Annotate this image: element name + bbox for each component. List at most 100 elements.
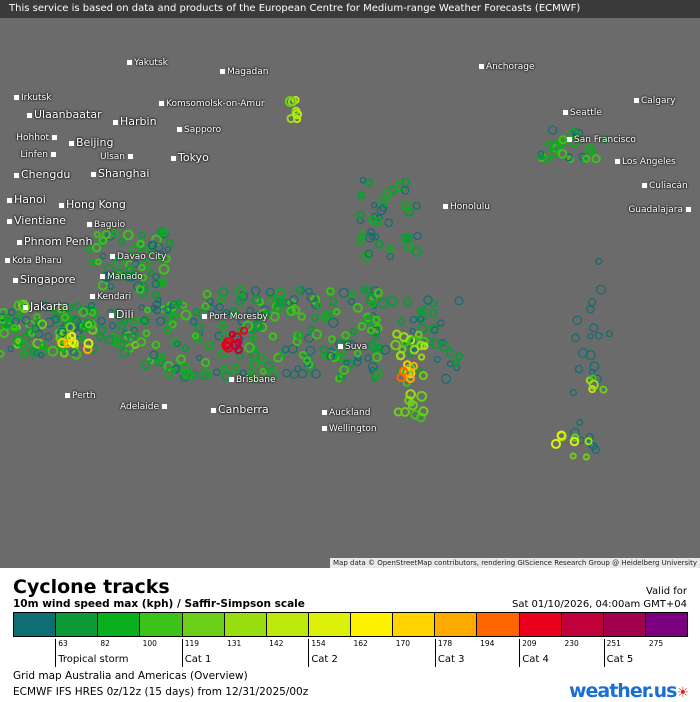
track-point bbox=[152, 305, 162, 315]
track-point bbox=[572, 315, 583, 326]
track-point bbox=[297, 369, 308, 379]
category-label: Cat 4 bbox=[519, 639, 549, 667]
track-point bbox=[91, 242, 102, 253]
map-attribution[interactable]: Map data © OpenStreetMap contributors, r… bbox=[330, 558, 700, 568]
track-point bbox=[88, 301, 96, 309]
city-marker-icon bbox=[113, 119, 118, 125]
track-point bbox=[354, 354, 362, 362]
track-point bbox=[367, 215, 378, 225]
track-point bbox=[150, 304, 158, 312]
track-point bbox=[251, 294, 262, 305]
track-point bbox=[59, 344, 67, 352]
category-label: Cat 1 bbox=[181, 639, 211, 667]
track-point bbox=[3, 313, 13, 323]
track-point bbox=[400, 186, 410, 195]
city-marker-icon bbox=[27, 112, 32, 118]
track-point bbox=[122, 229, 134, 241]
track-point bbox=[155, 250, 165, 260]
track-point bbox=[410, 409, 420, 420]
city-marker-icon bbox=[128, 154, 133, 159]
track-point bbox=[367, 228, 376, 237]
track-point bbox=[605, 330, 613, 338]
track-point bbox=[405, 374, 415, 384]
track-point bbox=[71, 314, 80, 323]
track-point bbox=[392, 329, 402, 339]
track-point bbox=[352, 302, 363, 313]
track-point bbox=[168, 320, 177, 329]
track-point bbox=[205, 341, 215, 351]
track-point bbox=[333, 308, 341, 316]
track-point bbox=[191, 332, 200, 340]
track-point bbox=[101, 229, 111, 240]
city-marker-icon bbox=[567, 137, 572, 142]
track-point bbox=[200, 368, 212, 380]
track-point bbox=[267, 368, 279, 380]
track-point bbox=[202, 289, 212, 299]
track-point bbox=[418, 406, 429, 417]
track-point bbox=[588, 298, 597, 307]
track-point bbox=[222, 341, 234, 353]
track-point bbox=[10, 324, 19, 332]
track-point bbox=[364, 354, 372, 362]
legend-title: Cyclone tracks bbox=[13, 576, 170, 598]
track-point bbox=[282, 368, 291, 378]
track-point bbox=[357, 321, 367, 331]
track-point bbox=[68, 331, 77, 340]
city-label: Culiacán bbox=[642, 181, 688, 191]
track-point bbox=[201, 372, 210, 381]
track-point bbox=[85, 321, 93, 329]
city-label: Anchorage bbox=[479, 62, 535, 72]
track-point bbox=[235, 285, 246, 297]
track-point bbox=[372, 352, 382, 363]
city-marker-icon bbox=[69, 140, 74, 146]
city-label: Singapore bbox=[13, 274, 76, 286]
track-point bbox=[591, 445, 600, 455]
track-point bbox=[304, 333, 314, 343]
city-label: Perth bbox=[65, 391, 96, 401]
city-label: Auckland bbox=[322, 408, 370, 418]
track-point bbox=[416, 340, 426, 351]
track-point bbox=[73, 301, 82, 311]
track-point bbox=[409, 344, 420, 355]
track-point bbox=[569, 388, 577, 397]
track-point bbox=[97, 280, 109, 291]
scale-swatch bbox=[519, 613, 562, 636]
scale-swatch bbox=[266, 613, 309, 636]
city-label: Chengdu bbox=[14, 169, 70, 181]
city-marker-icon bbox=[202, 314, 207, 319]
track-point bbox=[403, 297, 413, 307]
track-point bbox=[269, 311, 280, 322]
track-point bbox=[65, 322, 76, 333]
track-point bbox=[373, 323, 383, 334]
track-point bbox=[144, 306, 152, 314]
track-point bbox=[574, 364, 584, 374]
city-marker-icon bbox=[14, 95, 19, 100]
track-point bbox=[33, 313, 41, 321]
track-point bbox=[591, 154, 601, 164]
city-label: Phnom Penh bbox=[17, 236, 92, 248]
track-point bbox=[118, 347, 130, 358]
track-point bbox=[445, 348, 455, 358]
track-point bbox=[104, 263, 115, 275]
track-point bbox=[214, 331, 223, 341]
track-point bbox=[78, 307, 89, 318]
track-point bbox=[140, 316, 149, 325]
city-label: Shanghai bbox=[91, 168, 149, 180]
city-label: Komsomolsk-on-Amur bbox=[159, 99, 265, 109]
track-point bbox=[569, 436, 580, 447]
track-point bbox=[136, 337, 146, 347]
track-point bbox=[347, 298, 355, 306]
cyclone-map[interactable]: Yakutsk Magadan Anchorage Irkutsk Ulaanbaata… bbox=[0, 0, 700, 568]
track-point bbox=[113, 256, 125, 267]
track-point bbox=[151, 290, 161, 300]
track-point bbox=[151, 340, 161, 350]
scale-swatch bbox=[182, 613, 225, 636]
track-point bbox=[586, 305, 595, 314]
weather-us-logo[interactable]: weather.us☀ bbox=[568, 680, 689, 702]
track-point bbox=[148, 241, 157, 250]
city-label: Canberra bbox=[211, 404, 269, 416]
scale-tick: 275 bbox=[648, 639, 664, 648]
track-point bbox=[138, 304, 145, 311]
city-label: Jakarta bbox=[23, 301, 68, 313]
scale-swatch bbox=[308, 613, 351, 636]
